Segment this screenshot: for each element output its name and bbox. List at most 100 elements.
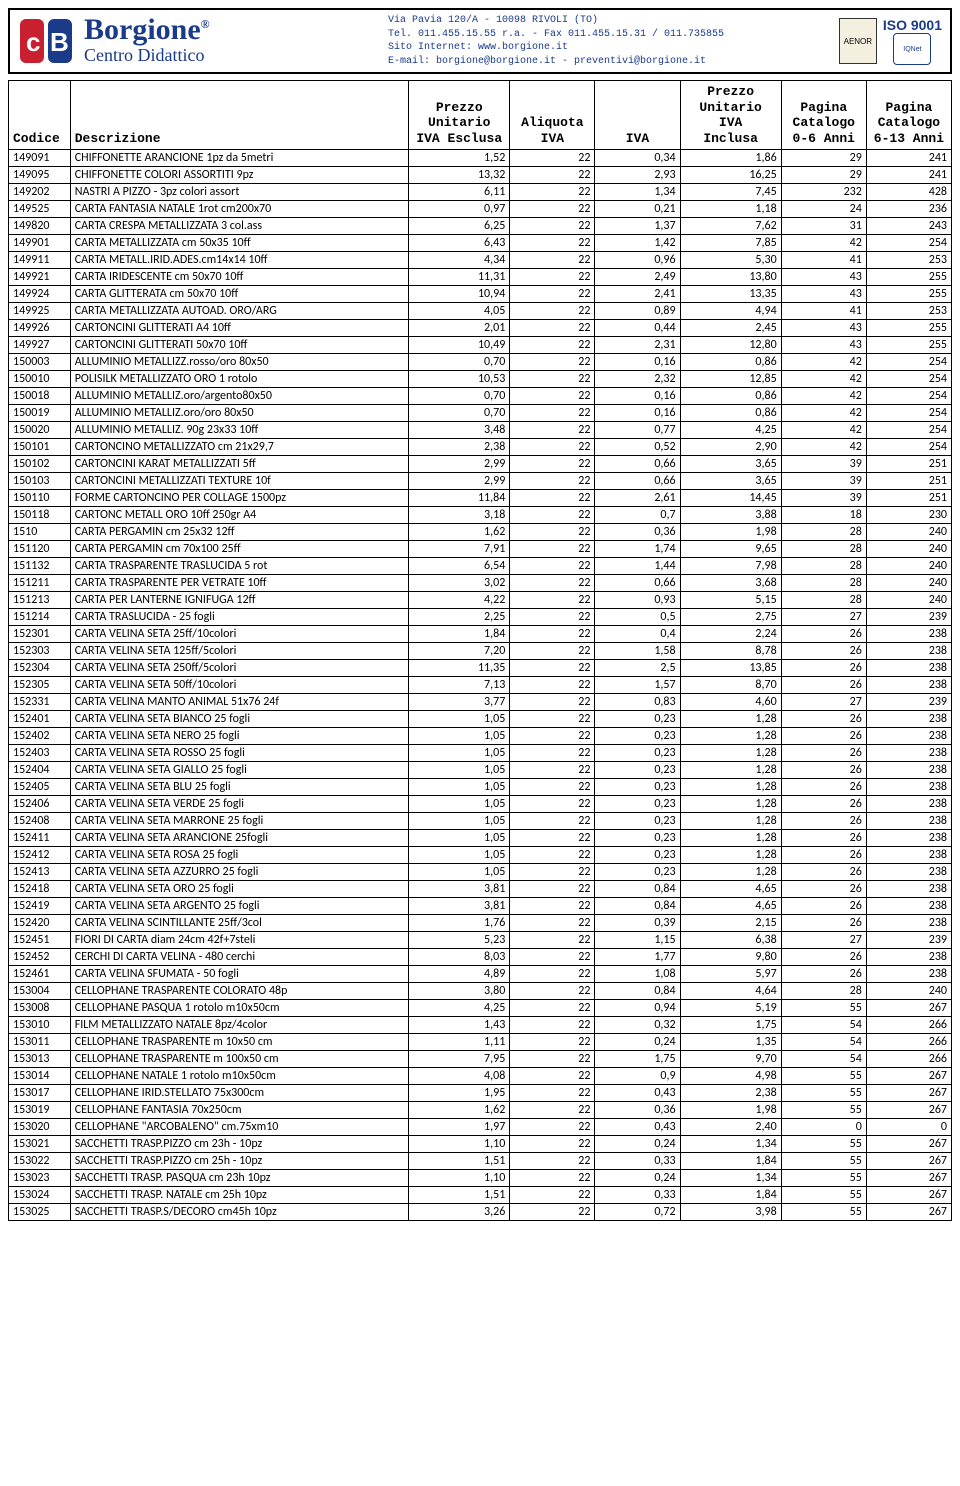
svg-text:B: B <box>50 27 69 57</box>
cell-desc: CARTA VELINA SETA 250ff/5colori <box>70 660 408 677</box>
cell-code: 149927 <box>9 337 71 354</box>
cell-value: 266 <box>866 1051 951 1068</box>
cell-value: 0,36 <box>595 1102 680 1119</box>
cell-value: 1,05 <box>409 711 510 728</box>
cell-value: 22 <box>510 1102 595 1119</box>
table-row: 150110FORME CARTONCINO PER COLLAGE 1500p… <box>9 490 952 507</box>
cell-value: 7,98 <box>680 558 781 575</box>
cell-value: 22 <box>510 643 595 660</box>
cell-code: 152451 <box>9 932 71 949</box>
cell-value: 42 <box>781 371 866 388</box>
cell-value: 22 <box>510 864 595 881</box>
cell-desc: CARTONCINI METALLIZZATI TEXTURE 10f <box>70 473 408 490</box>
table-row: 149525CARTA FANTASIA NATALE 1rot cm200x7… <box>9 201 952 218</box>
cell-value: 8,03 <box>409 949 510 966</box>
cell-value: 26 <box>781 711 866 728</box>
cell-value: 0,23 <box>595 728 680 745</box>
cell-value: 1,62 <box>409 524 510 541</box>
cell-value: 22 <box>510 626 595 643</box>
cell-code: 152301 <box>9 626 71 643</box>
cell-value: 2,40 <box>680 1119 781 1136</box>
table-row: 152401CARTA VELINA SETA BIANCO 25 fogli1… <box>9 711 952 728</box>
cell-desc: CARTA VELINA SETA ARANCIONE 25fogli <box>70 830 408 847</box>
cell-value: 1,28 <box>680 711 781 728</box>
cell-value: 42 <box>781 235 866 252</box>
cell-value: 267 <box>866 1153 951 1170</box>
cell-value: 12,85 <box>680 371 781 388</box>
table-row: 152452CERCHI DI CARTA VELINA - 480 cerch… <box>9 949 952 966</box>
cell-value: 4,98 <box>680 1068 781 1085</box>
cell-value: 1,37 <box>595 218 680 235</box>
cell-value: 0,23 <box>595 762 680 779</box>
cell-value: 42 <box>781 422 866 439</box>
cell-value: 3,65 <box>680 456 781 473</box>
table-row: 153023SACCHETTI TRASP. PASQUA cm 23h 10p… <box>9 1170 952 1187</box>
cell-code: 150118 <box>9 507 71 524</box>
cell-code: 153021 <box>9 1136 71 1153</box>
cell-value: 254 <box>866 354 951 371</box>
cell-value: 0,44 <box>595 320 680 337</box>
cell-value: 28 <box>781 575 866 592</box>
cell-value: 22 <box>510 269 595 286</box>
cell-value: 238 <box>866 762 951 779</box>
table-row: 152304CARTA VELINA SETA 250ff/5colori11,… <box>9 660 952 677</box>
cell-value: 1,05 <box>409 830 510 847</box>
cell-desc: CARTA VELINA SETA ORO 25 fogli <box>70 881 408 898</box>
cell-desc: CARTONCINO METALLIZZATO cm 21x29,7 <box>70 439 408 456</box>
cell-value: 1,84 <box>409 626 510 643</box>
cell-value: 2,31 <box>595 337 680 354</box>
cell-value: 1,58 <box>595 643 680 660</box>
table-row: 149926CARTONCINI GLITTERATI A4 10ff2,012… <box>9 320 952 337</box>
cell-value: 1,08 <box>595 966 680 983</box>
cell-code: 152405 <box>9 779 71 796</box>
cell-value: 1,05 <box>409 864 510 881</box>
cell-desc: CELLOPHANE "ARCOBALENO" cm.75xm10 <box>70 1119 408 1136</box>
cell-value: 26 <box>781 830 866 847</box>
cell-value: 22 <box>510 915 595 932</box>
cell-value: 0,34 <box>595 150 680 167</box>
cell-code: 149911 <box>9 252 71 269</box>
cell-value: 2,5 <box>595 660 680 677</box>
cell-value: 28 <box>781 592 866 609</box>
cell-value: 43 <box>781 337 866 354</box>
cell-value: 1,44 <box>595 558 680 575</box>
cell-value: 12,80 <box>680 337 781 354</box>
cell-desc: CARTA VELINA SETA BLU 25 fogli <box>70 779 408 796</box>
cell-value: 22 <box>510 728 595 745</box>
cell-value: 22 <box>510 235 595 252</box>
cell-value: 7,62 <box>680 218 781 235</box>
col-pag-06: PaginaCatalogo0-6 Anni <box>781 81 866 150</box>
cell-value: 27 <box>781 932 866 949</box>
cell-value: 22 <box>510 1119 595 1136</box>
cell-code: 152304 <box>9 660 71 677</box>
cell-value: 22 <box>510 422 595 439</box>
cell-value: 253 <box>866 252 951 269</box>
cell-value: 0,23 <box>595 711 680 728</box>
cell-value: 0,39 <box>595 915 680 932</box>
cell-value: 13,80 <box>680 269 781 286</box>
cell-value: 0 <box>781 1119 866 1136</box>
cell-value: 1,74 <box>595 541 680 558</box>
cell-value: 267 <box>866 1187 951 1204</box>
cell-code: 153004 <box>9 983 71 1000</box>
table-row: 152405CARTA VELINA SETA BLU 25 fogli1,05… <box>9 779 952 796</box>
table-header-row: Codice Descrizione PrezzoUnitarioIVA Esc… <box>9 81 952 150</box>
cell-value: 0,66 <box>595 456 680 473</box>
cell-desc: CELLOPHANE NATALE 1 rotolo m10x50cm <box>70 1068 408 1085</box>
cell-value: 10,49 <box>409 337 510 354</box>
table-row: 152408CARTA VELINA SETA MARRONE 25 fogli… <box>9 813 952 830</box>
cell-code: 152305 <box>9 677 71 694</box>
cell-value: 3,48 <box>409 422 510 439</box>
cell-value: 1,97 <box>409 1119 510 1136</box>
cell-value: 241 <box>866 150 951 167</box>
cell-value: 8,70 <box>680 677 781 694</box>
table-row: 152461CARTA VELINA SFUMATA - 50 fogli4,8… <box>9 966 952 983</box>
cell-value: 238 <box>866 796 951 813</box>
table-row: 151132CARTA TRASPARENTE TRASLUCIDA 5 rot… <box>9 558 952 575</box>
cell-value: 0,21 <box>595 201 680 218</box>
cell-value: 1,05 <box>409 762 510 779</box>
cell-value: 1,10 <box>409 1136 510 1153</box>
cell-value: 14,45 <box>680 490 781 507</box>
cell-value: 22 <box>510 881 595 898</box>
table-row: 153020CELLOPHANE "ARCOBALENO" cm.75xm101… <box>9 1119 952 1136</box>
